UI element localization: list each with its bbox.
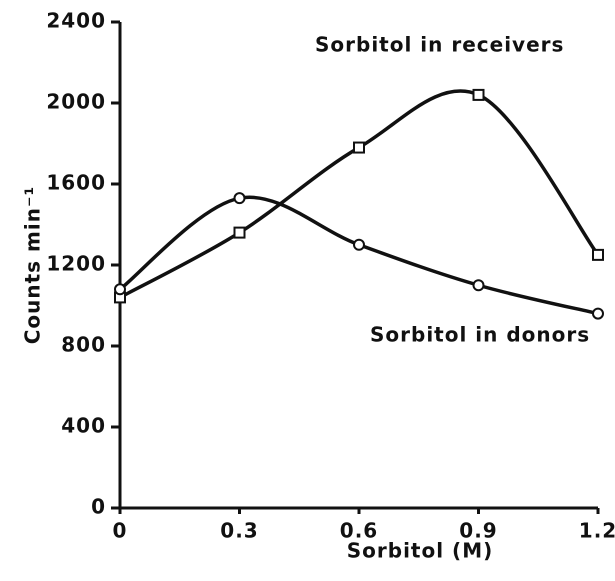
x-tick-label: 0.9 [459, 519, 497, 543]
marker [353, 238, 365, 251]
marker [592, 248, 604, 261]
y-tick-label: 2000 [46, 90, 106, 114]
y-tick-label: 400 [61, 414, 106, 438]
y-tick-label: 0 [91, 495, 106, 519]
series-label: Sorbitol in donors [370, 323, 590, 347]
y-tick-label: 1200 [46, 252, 106, 276]
marker [353, 141, 365, 154]
series-label: Sorbitol in receivers [315, 33, 564, 57]
marker [472, 88, 485, 101]
y-tick-label: 2400 [46, 9, 106, 33]
x-tick-label: 0.3 [220, 519, 258, 543]
marker [233, 192, 246, 205]
x-tick-label: 0 [113, 519, 128, 543]
marker [233, 226, 246, 239]
marker [592, 307, 604, 320]
y-tick-label: 1600 [46, 171, 106, 195]
y-tick-label: 800 [61, 333, 106, 357]
x-axis-label: Sorbitol (M) [347, 539, 493, 563]
y-axis-label: Counts min⁻¹ [21, 186, 45, 345]
marker [472, 279, 485, 292]
x-tick-label: 0.6 [340, 519, 378, 543]
marker [114, 283, 126, 296]
line [119, 89, 600, 299]
line [118, 195, 599, 316]
x-tick-label: 1.2 [579, 519, 615, 543]
